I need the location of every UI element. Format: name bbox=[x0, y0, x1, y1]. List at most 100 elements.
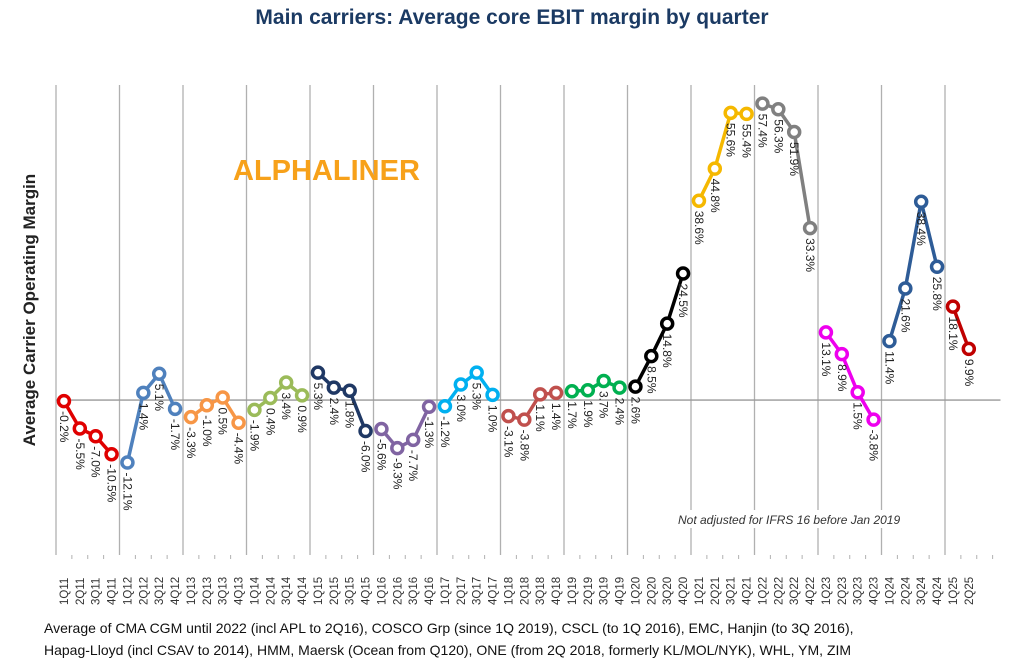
data-label: 57.4% bbox=[755, 114, 769, 148]
x-tick-label: 2Q14 bbox=[265, 576, 277, 605]
data-point bbox=[120, 455, 135, 470]
data-point bbox=[771, 102, 786, 117]
series-line bbox=[761, 101, 812, 229]
x-tick-label: 1Q15 bbox=[313, 577, 325, 605]
series-2018: -3.1% -3.8%1.1% 1.4% bbox=[501, 385, 564, 462]
series-2016: -5.6%-9.3% -7.7%-1.3% bbox=[374, 399, 437, 490]
alphaliner-watermark: ALPHALINER bbox=[233, 155, 420, 187]
footnote: Average of CMA CGM until 2022 (incl APL … bbox=[44, 617, 854, 661]
data-label: -9.3% bbox=[390, 458, 404, 490]
x-tick-label: 3Q24 bbox=[916, 576, 928, 605]
data-label: 14.8% bbox=[660, 334, 674, 368]
series-line bbox=[380, 406, 431, 451]
series-line bbox=[62, 400, 113, 456]
data-label: 3.0% bbox=[454, 395, 468, 423]
x-tick-label: 4Q23 bbox=[869, 577, 881, 605]
data-point bbox=[167, 401, 183, 417]
series-2012: -12.1% 1.4%5.1%-1.7% bbox=[120, 366, 183, 511]
data-label: 3.4% bbox=[279, 392, 293, 420]
data-point bbox=[263, 390, 278, 406]
data-point bbox=[596, 373, 611, 389]
data-label: 0.5% bbox=[216, 407, 230, 435]
data-label: -3.8% bbox=[517, 430, 531, 462]
data-point bbox=[199, 397, 215, 413]
x-tick-label: 1Q16 bbox=[376, 577, 388, 605]
data-point bbox=[818, 325, 834, 340]
data-point bbox=[405, 432, 421, 448]
x-tick-label: 2Q24 bbox=[900, 576, 912, 605]
x-tick-label: 3Q17 bbox=[472, 577, 484, 605]
data-point bbox=[358, 423, 373, 439]
data-point bbox=[390, 440, 405, 456]
data-point bbox=[691, 193, 707, 208]
x-tick-label: 3Q22 bbox=[789, 577, 801, 605]
series-2023: 13.1%8.9%1.5%-3.8% bbox=[818, 325, 881, 461]
x-tick-label: 4Q17 bbox=[488, 577, 500, 605]
data-label: -7.0% bbox=[89, 446, 103, 478]
data-label: 9.9% bbox=[962, 359, 976, 387]
x-tick-label: 2Q21 bbox=[710, 577, 722, 605]
series-line bbox=[443, 370, 494, 408]
series-line bbox=[316, 371, 368, 432]
x-tick-label: 3Q19 bbox=[599, 577, 611, 605]
series-2024: 11.4% 21.6% 38.4% 25.8% bbox=[882, 194, 945, 385]
data-label: 8.9% bbox=[835, 364, 849, 392]
data-point bbox=[564, 384, 580, 399]
data-label: 0.4% bbox=[263, 408, 277, 436]
data-label: 2.4% bbox=[613, 398, 627, 426]
data-label: -5.6% bbox=[374, 439, 388, 471]
x-tick-label: 1Q20 bbox=[630, 577, 642, 605]
footnote-line-1: Average of CMA CGM until 2022 (incl APL … bbox=[44, 620, 854, 636]
x-tick-label: 2Q17 bbox=[456, 577, 468, 605]
data-label: -7.7% bbox=[406, 450, 420, 482]
data-point bbox=[659, 316, 675, 331]
x-tick-label: 1Q23 bbox=[821, 577, 833, 605]
data-point bbox=[834, 346, 850, 362]
data-label: 25.8% bbox=[930, 277, 944, 311]
x-tick-label: 4Q24 bbox=[932, 576, 944, 605]
x-tick-label: 4Q19 bbox=[615, 577, 627, 605]
data-point bbox=[580, 382, 596, 398]
x-tick-label: 1Q24 bbox=[884, 576, 896, 605]
x-tick-label: 3Q13 bbox=[218, 577, 230, 605]
data-label: 1.8% bbox=[343, 401, 357, 429]
data-point bbox=[898, 281, 913, 296]
x-tick-label: 3Q12 bbox=[154, 577, 166, 605]
data-label: -4.4% bbox=[232, 433, 246, 465]
x-tick-label: 3Q20 bbox=[662, 577, 674, 605]
data-point bbox=[628, 379, 643, 394]
series-line bbox=[697, 111, 747, 202]
y-axis-label: Average Carrier Operating Margin bbox=[20, 174, 39, 446]
x-tick-label: 2Q22 bbox=[773, 577, 785, 605]
series-2015: 5.3%2.4% 1.8%-6.0% bbox=[310, 365, 373, 473]
x-tick-label: 2Q11 bbox=[75, 578, 87, 605]
series-2022: 57.4% 56.3%51.9% 33.3% bbox=[755, 96, 818, 272]
data-point bbox=[548, 385, 564, 401]
data-point bbox=[675, 266, 691, 281]
data-label: 1.5% bbox=[851, 402, 865, 430]
series-2019: 1.7% 1.9% 3.7% 2.4% bbox=[564, 373, 627, 429]
data-label: 55.6% bbox=[724, 123, 738, 157]
data-label: 1.9% bbox=[581, 400, 595, 428]
data-point bbox=[151, 366, 167, 381]
x-tick-label: 1Q22 bbox=[757, 577, 769, 605]
series-2020: 2.6%8.5%14.8% 24.5% bbox=[628, 266, 691, 424]
x-tick-label: 2Q18 bbox=[519, 577, 531, 605]
x-tick-label: 4Q22 bbox=[805, 577, 817, 605]
data-label: 8.5% bbox=[644, 366, 658, 394]
annotation-note: Not adjusted for IFRS 16 before Jan 2019 bbox=[678, 513, 900, 527]
data-point bbox=[532, 387, 548, 402]
x-tick-label: 4Q13 bbox=[234, 577, 246, 605]
data-point bbox=[88, 428, 103, 444]
data-point bbox=[231, 415, 246, 431]
data-label: -1.9% bbox=[247, 420, 261, 452]
data-point bbox=[72, 421, 88, 436]
data-point bbox=[469, 365, 484, 380]
data-label: 55.4% bbox=[740, 124, 754, 158]
data-point bbox=[945, 299, 961, 314]
x-tick-label: 3Q16 bbox=[408, 577, 420, 605]
data-label: 11.4% bbox=[882, 351, 896, 384]
x-tick-label: 4Q15 bbox=[361, 577, 373, 605]
data-label: 13.1% bbox=[819, 342, 833, 376]
data-label: 21.6% bbox=[898, 298, 912, 332]
